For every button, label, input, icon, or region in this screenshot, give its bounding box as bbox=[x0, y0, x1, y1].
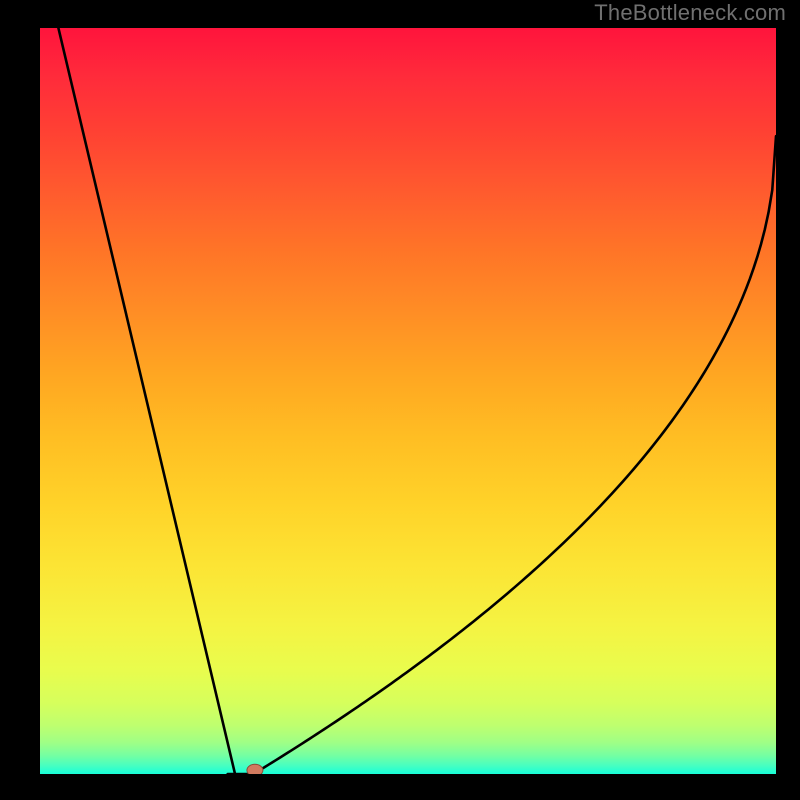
figure-root: TheBottleneck.com bbox=[0, 0, 800, 800]
gradient-background bbox=[40, 28, 776, 774]
watermark-text: TheBottleneck.com bbox=[594, 0, 786, 26]
bottleneck-chart bbox=[40, 28, 776, 774]
optimal-point-marker bbox=[247, 764, 263, 774]
plot-area bbox=[40, 28, 776, 774]
